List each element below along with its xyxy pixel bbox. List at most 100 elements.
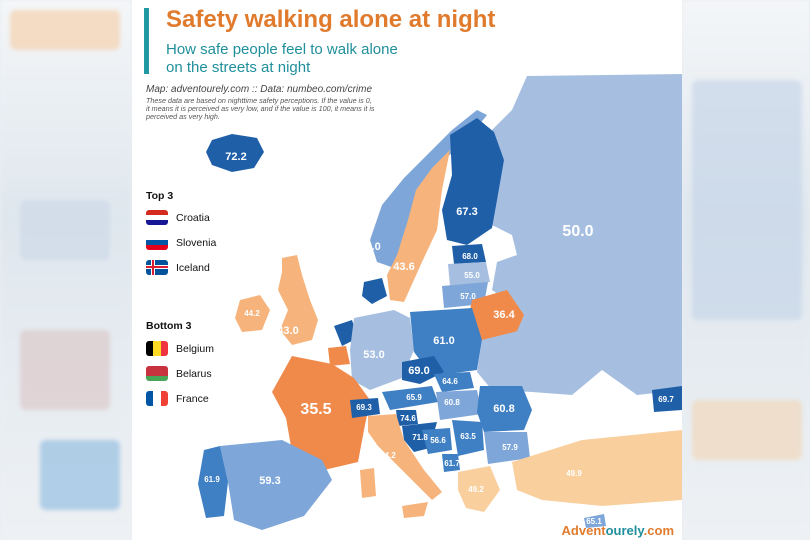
region-slovakia xyxy=(434,372,474,392)
legend-item-france: France xyxy=(146,391,209,406)
label-norway: 59.0 xyxy=(359,241,380,253)
data-note: These data are based on nighttime safety… xyxy=(146,96,375,121)
blurred-background-right xyxy=(682,0,810,540)
region-austria xyxy=(382,386,438,410)
brand-part-1: Advent xyxy=(561,523,606,538)
label-bulgaria: 57.9 xyxy=(502,443,518,452)
legend-top-heading: Top 3 xyxy=(146,190,174,202)
legend-item-iceland: Iceland xyxy=(146,260,210,275)
label-estonia: 68.0 xyxy=(462,252,478,261)
page-subtitle: How safe people feel to walk alone on th… xyxy=(166,41,398,76)
page-title: Safety walking alone at night xyxy=(166,6,496,33)
label-ireland: 44.2 xyxy=(244,309,260,318)
label-georgia: 69.7 xyxy=(658,395,674,404)
region-cyprus xyxy=(584,514,606,528)
legend-item-slovenia: Slovenia xyxy=(146,235,216,250)
label-latvia: 55.0 xyxy=(464,271,480,280)
blurred-background-left xyxy=(0,0,132,540)
label-slovakia: 64.6 xyxy=(442,377,458,386)
legend-label: France xyxy=(176,392,209,405)
region-iceland xyxy=(206,134,264,172)
iceland-flag-icon xyxy=(146,260,168,275)
legend-bottom-heading: Bottom 3 xyxy=(146,320,192,332)
label-czechia: 69.0 xyxy=(408,365,429,377)
region-ukraine xyxy=(477,330,602,395)
region-sardinia xyxy=(360,468,376,498)
label-croatia: 71.8 xyxy=(412,433,428,442)
label-montenegro: 61.7 xyxy=(444,459,460,468)
belarus-flag-icon xyxy=(146,366,168,381)
region-bosnia xyxy=(422,428,452,454)
legend-label: Belgium xyxy=(176,342,214,355)
label-turkey: 49.9 xyxy=(566,469,582,478)
map-infographic: 72.2 59.0 43.6 67.3 50.0 68.0 55.0 57.0 … xyxy=(132,0,682,540)
region-switzerland xyxy=(350,398,380,418)
region-czechia xyxy=(402,356,444,384)
source-credit: Map: adventourely.com :: Data: numbeo.co… xyxy=(146,84,373,95)
legend-label: Iceland xyxy=(176,261,210,274)
label-switzerland: 69.3 xyxy=(356,403,372,412)
region-italy xyxy=(368,414,442,500)
label-germany: 53.0 xyxy=(363,349,384,361)
region-greece xyxy=(458,466,500,512)
region-georgia xyxy=(652,386,682,412)
belgium-flag-icon xyxy=(146,341,168,356)
label-france: 35.5 xyxy=(300,401,331,418)
label-iceland: 72.2 xyxy=(225,151,246,163)
croatia-flag-icon xyxy=(146,210,168,225)
region-belarus xyxy=(468,290,524,340)
region-romania xyxy=(477,386,532,432)
label-cyprus: 65.1 xyxy=(586,517,602,526)
region-ireland xyxy=(235,295,270,332)
region-estonia xyxy=(452,244,486,264)
region-denmark xyxy=(362,278,387,304)
france-flag-icon xyxy=(146,391,168,406)
region-uk xyxy=(278,255,318,345)
label-austria: 65.9 xyxy=(406,393,422,402)
region-latvia xyxy=(448,262,490,286)
region-russia xyxy=(492,74,682,395)
label-hungary: 60.8 xyxy=(444,398,460,407)
legend-label: Slovenia xyxy=(176,236,217,249)
legend-label: Croatia xyxy=(176,211,210,224)
slovenia-flag-icon xyxy=(146,235,168,250)
legend-item-croatia: Croatia xyxy=(146,210,210,225)
europe-map: 72.2 59.0 43.6 67.3 50.0 68.0 55.0 57.0 … xyxy=(132,0,682,540)
region-bulgaria xyxy=(484,432,530,464)
label-uk: 43.0 xyxy=(277,325,298,337)
label-sweden: 43.6 xyxy=(393,261,414,273)
region-spain xyxy=(220,440,332,530)
brand-part-2: ourely xyxy=(605,523,644,538)
label-russia: 50.0 xyxy=(562,223,593,240)
label-bosnia: 56.6 xyxy=(430,436,446,445)
label-malta: 57.0 xyxy=(422,529,438,538)
label-lithuania: 57.0 xyxy=(460,292,476,301)
legend-label: Belarus xyxy=(176,367,212,380)
region-serbia xyxy=(452,420,484,456)
brand-part-3: .com xyxy=(643,523,674,538)
region-slovenia xyxy=(396,410,418,426)
region-finland xyxy=(442,118,504,245)
label-belarus: 36.4 xyxy=(493,309,515,321)
region-turkey xyxy=(512,430,682,506)
label-poland: 61.0 xyxy=(433,335,454,347)
label-italy: 44.2 xyxy=(380,451,396,460)
label-finland: 67.3 xyxy=(456,206,477,218)
region-france xyxy=(272,356,370,470)
region-belgium xyxy=(328,346,350,366)
legend-item-belarus: Belarus xyxy=(146,366,212,381)
region-portugal xyxy=(198,446,228,518)
label-slovenia: 74.6 xyxy=(400,414,416,423)
brand-logo: Adventourely.com xyxy=(562,523,674,538)
legend-item-belgium: Belgium xyxy=(146,341,214,356)
region-montenegro xyxy=(442,454,460,472)
region-germany xyxy=(350,310,414,390)
label-romania: 60.8 xyxy=(493,403,514,415)
label-greece: 49.2 xyxy=(468,485,484,494)
label-portugal: 61.9 xyxy=(204,475,220,484)
region-sicily xyxy=(402,502,428,518)
title-accent-bar xyxy=(144,8,149,74)
region-hungary xyxy=(436,390,482,420)
label-spain: 59.3 xyxy=(259,475,280,487)
